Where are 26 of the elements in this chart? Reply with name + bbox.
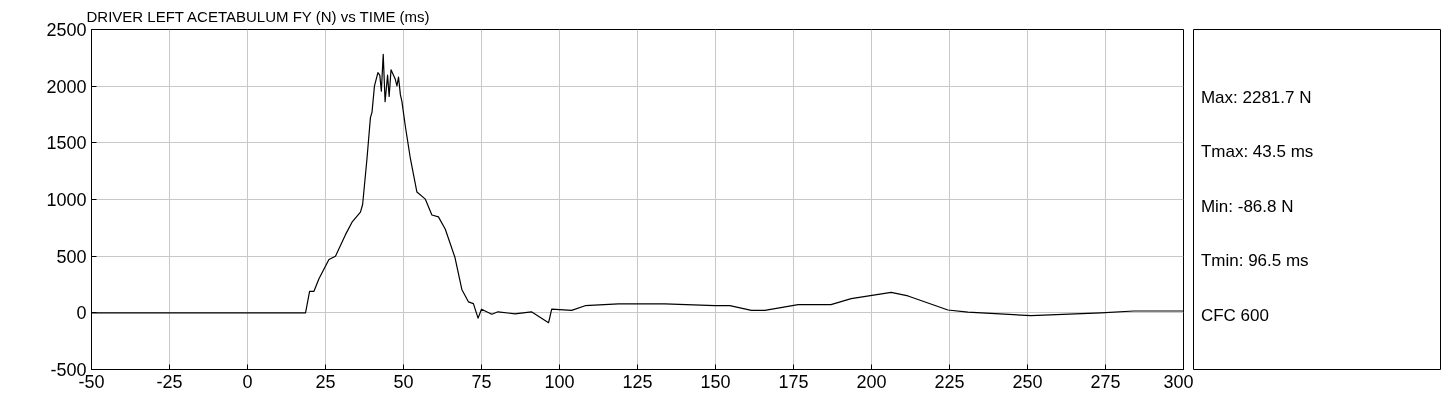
x-tick-label: 100 bbox=[544, 371, 575, 392]
text: CFC 600 bbox=[1200, 305, 1269, 325]
x-tick-label: 275 bbox=[1090, 371, 1121, 392]
text: Max: 2281.7 N bbox=[1200, 88, 1312, 107]
x-tick-label: 225 bbox=[934, 371, 965, 392]
y-tick-label: 1000 bbox=[46, 190, 87, 210]
x-tick-label: 75 bbox=[471, 371, 492, 392]
text: Tmin: 96.5 ms bbox=[1200, 251, 1309, 271]
x-tick-label: 250 bbox=[1012, 371, 1043, 392]
text: Min: -86.8 N bbox=[1200, 196, 1294, 216]
x-tick-label: 200 bbox=[856, 371, 887, 392]
x-tick-label: 175 bbox=[778, 371, 809, 392]
y-tick-label: 0 bbox=[76, 303, 87, 324]
x-tick-label: 0 bbox=[242, 371, 253, 392]
y-tick-label: 1500 bbox=[46, 133, 87, 154]
x-tick-label: -25 bbox=[156, 371, 183, 392]
x-tick-label: 125 bbox=[622, 371, 653, 392]
x-tick-label: 150 bbox=[700, 371, 731, 392]
x-tick-label: 50 bbox=[393, 371, 414, 392]
y-tick-label: 500 bbox=[56, 246, 87, 267]
y-tick-label: 2000 bbox=[46, 76, 87, 97]
chart-title: DRIVER LEFT ACETABULUM FY (N) vs TIME (ms) bbox=[86, 7, 430, 25]
y-tick-label: 2500 bbox=[46, 20, 87, 40]
text: Tmax: 43.5 ms bbox=[1200, 142, 1314, 162]
x-tick-label: 300 bbox=[1163, 371, 1194, 392]
x-tick-label: 25 bbox=[315, 371, 336, 392]
